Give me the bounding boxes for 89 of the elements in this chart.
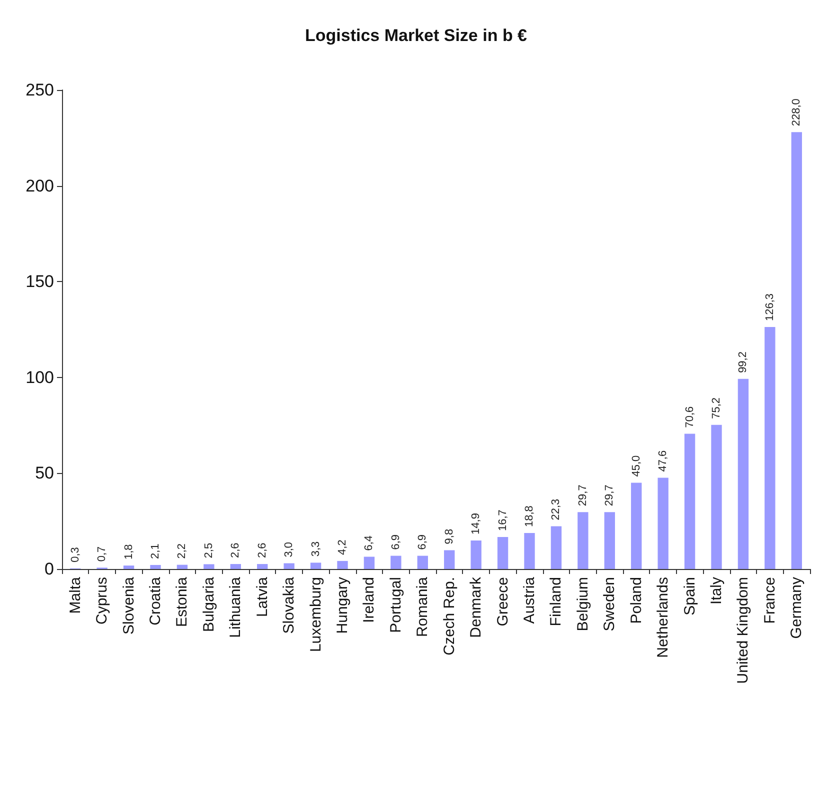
y-tick-label: 100	[26, 368, 54, 387]
data-label: 29,7	[576, 484, 589, 506]
x-tick-label: Hungary	[334, 576, 351, 634]
data-label: 1,8	[122, 544, 135, 560]
data-label: 47,6	[657, 450, 670, 472]
bar	[176, 564, 188, 569]
x-tick-label: Austria	[521, 576, 538, 624]
x-tick-label: Germany	[788, 576, 806, 639]
x-tick-label: Sweden	[601, 577, 618, 632]
x-tick-label: France	[761, 577, 778, 624]
bar	[578, 512, 588, 569]
bar	[497, 537, 508, 569]
x-tick-label: Belgium	[574, 577, 592, 632]
bar	[364, 556, 375, 569]
x-tick-label: Greece	[494, 577, 512, 626]
x-tick-label: Estonia	[174, 576, 191, 628]
data-label: 228,0	[790, 98, 803, 126]
x-tick-label: Cyprus	[94, 577, 111, 625]
data-label: 29,7	[604, 484, 616, 506]
bar	[470, 540, 482, 569]
x-tick-label: Italy	[708, 576, 725, 605]
x-tick-label: Malta	[66, 576, 84, 614]
y-tick-label: 250	[26, 80, 54, 100]
bar	[604, 512, 615, 569]
data-label: 2,5	[202, 542, 215, 558]
data-label: 2,2	[176, 543, 188, 559]
x-tick-label: Slovenia	[120, 576, 138, 635]
bar	[123, 566, 134, 569]
bar	[684, 434, 696, 569]
data-label: 75,2	[710, 397, 722, 419]
bar	[550, 526, 562, 569]
x-tick-label: Finland	[548, 577, 565, 626]
bar	[284, 563, 294, 569]
bar	[310, 562, 322, 569]
bar	[204, 564, 214, 569]
y-tick-label: 150	[26, 272, 54, 292]
data-label: 18,8	[524, 506, 536, 527]
x-tick-label: United Kingdom	[734, 577, 752, 684]
chart-title: Logistics Market Size in b €	[304, 26, 528, 45]
bar	[150, 564, 161, 569]
bar	[390, 556, 402, 569]
x-tick-label: Spain	[681, 577, 698, 616]
y-tick-label: 200	[26, 176, 54, 196]
y-tick-label: 50	[35, 464, 54, 483]
bar	[257, 564, 268, 569]
data-label: 9,8	[443, 528, 456, 544]
x-tick-label: Romania	[414, 576, 432, 638]
x-tick-label: Poland	[628, 577, 645, 624]
data-label: 126,3	[764, 293, 776, 322]
bar	[791, 132, 802, 569]
bar	[230, 564, 241, 569]
x-tick-label: Netherlands	[654, 577, 672, 658]
bar	[337, 560, 348, 569]
data-label: 4,2	[336, 540, 348, 555]
data-label: 2,1	[150, 544, 162, 559]
bar	[658, 478, 668, 569]
data-label: 6,9	[416, 534, 429, 550]
data-label: 3,0	[283, 542, 296, 558]
x-tick-label: Slovakia	[280, 576, 298, 634]
data-label: 2,6	[256, 542, 268, 558]
data-label: 70,6	[684, 406, 696, 428]
x-tick-label: Portugal	[387, 577, 404, 633]
data-label: 6,4	[363, 535, 376, 551]
data-label: 14,9	[470, 513, 482, 534]
x-tick-label: Ireland	[360, 577, 378, 623]
data-label: 0,3	[69, 547, 82, 562]
bar	[417, 556, 428, 569]
data-label: 3,3	[310, 541, 322, 557]
data-label: 0,7	[96, 546, 108, 562]
data-label: 6,9	[390, 534, 402, 550]
bar	[444, 550, 455, 569]
x-tick-label: Croatia	[147, 576, 164, 626]
x-tick-label: Latvia	[254, 576, 271, 618]
x-tick-label: Czech Rep.	[440, 577, 458, 656]
data-label: 45,0	[630, 455, 642, 477]
bar	[738, 378, 749, 569]
x-tick-label: Luxemburg	[307, 577, 324, 652]
x-tick-label: Denmark	[468, 576, 485, 638]
data-label: 2,6	[230, 542, 242, 558]
bar	[631, 482, 642, 569]
bar	[524, 532, 535, 569]
y-tick-label: 0	[44, 560, 54, 578]
data-label: 99,2	[737, 352, 750, 373]
x-tick-label: Lithuania	[227, 576, 244, 638]
x-tick-label: Bulgaria	[200, 576, 218, 632]
bar	[764, 327, 776, 569]
data-label: 16,7	[496, 510, 509, 532]
bar	[711, 424, 722, 569]
data-label: 22,3	[550, 498, 562, 520]
